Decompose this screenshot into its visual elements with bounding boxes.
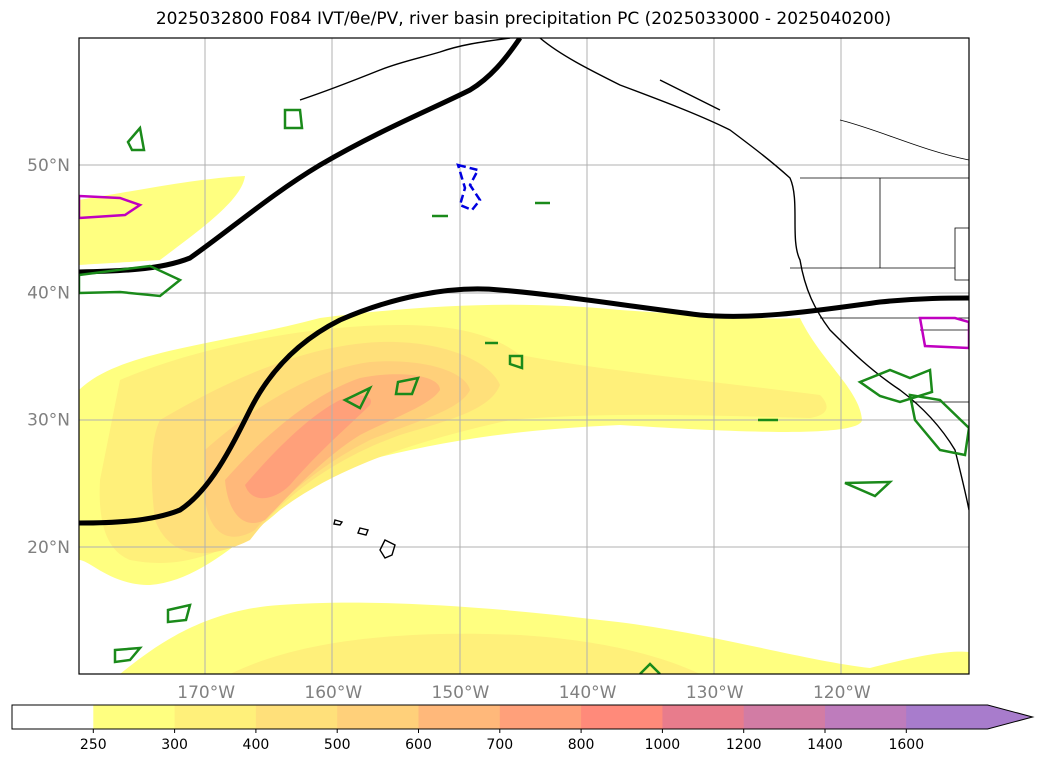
- lon-tick-label: 140°W: [559, 683, 617, 703]
- colorbar-segment: [418, 705, 501, 729]
- colorbar-extend-arrow: [906, 705, 1033, 729]
- theta-e-contours: [79, 38, 969, 526]
- colorbar-level-label: 600: [405, 737, 432, 753]
- colorbar-level-label: 300: [161, 737, 188, 753]
- lon-tick-label: 170°W: [177, 683, 235, 703]
- colorbar-segment: [255, 705, 338, 729]
- lon-tick-label: 160°W: [304, 683, 362, 703]
- colorbar-segment: [581, 705, 663, 729]
- colorbar-level-label: 1600: [888, 737, 924, 753]
- colorbar-segment: [174, 705, 257, 729]
- colorbar-level-label: 1000: [645, 737, 681, 753]
- colorbar-segment: [743, 705, 826, 729]
- lat-tick-label: 20°N: [27, 538, 70, 558]
- colorbar-segment: [499, 705, 582, 729]
- coastlines: [299, 38, 969, 559]
- map-title: 2025032800 F084 IVT/θe/PV, river basin p…: [155, 9, 892, 29]
- map-frame: [78, 37, 970, 675]
- pv-contours-blue: [456, 163, 482, 212]
- colorbar-segment: [825, 705, 907, 729]
- ivt-shading: [79, 176, 969, 674]
- colorbar-level-label: 1400: [807, 737, 843, 753]
- colorbar-segment: [12, 705, 94, 729]
- colorbar-level-label: 700: [486, 737, 513, 753]
- colorbar-level-label: 500: [324, 737, 351, 753]
- colorbar-outline: [11, 704, 1035, 730]
- colorbar-level-label: 250: [80, 737, 107, 753]
- latitude-labels: 20°N 30°N 40°N 50°N: [27, 156, 70, 558]
- lon-tick-label: 130°W: [686, 683, 744, 703]
- colorbar-level-label: 400: [243, 737, 270, 753]
- colorbar: 250 300 400 500 600 700 800 1000 1200 1400 1600: [11, 704, 1035, 753]
- lat-tick-label: 30°N: [27, 411, 70, 431]
- colorbar-level-label: 800: [568, 737, 595, 753]
- lat-tick-label: 40°N: [27, 283, 70, 303]
- colorbar-segment: [93, 705, 176, 729]
- colorbar-segment: [662, 705, 745, 729]
- lat-tick-label: 50°N: [27, 156, 70, 176]
- pv-contours-green: [79, 108, 969, 674]
- lon-tick-label: 150°W: [432, 683, 490, 703]
- colorbar-level-label: 1200: [726, 737, 762, 753]
- longitude-labels: 170°W 160°W 150°W 140°W 130°W 120°W: [177, 683, 871, 703]
- pv-contours-magenta: [79, 194, 969, 350]
- lon-tick-label: 120°W: [813, 683, 871, 703]
- colorbar-segment: [337, 705, 419, 729]
